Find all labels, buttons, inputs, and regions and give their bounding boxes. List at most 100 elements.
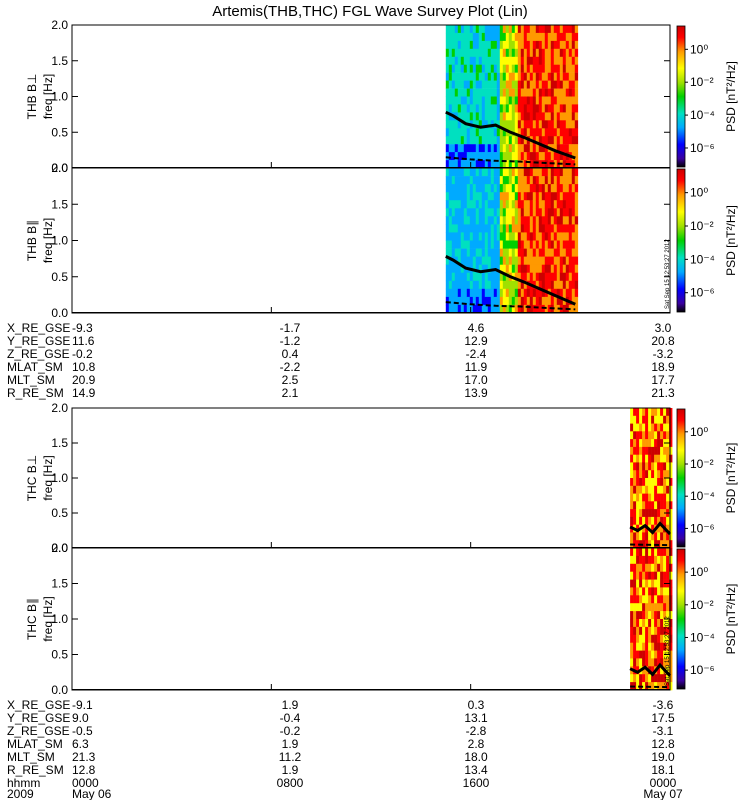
spectrogram-cell xyxy=(448,192,453,201)
spectrogram-cell xyxy=(535,88,540,97)
spectrogram-cell xyxy=(562,48,567,57)
spectrogram-cell xyxy=(463,296,468,306)
spectrogram-cell xyxy=(529,144,534,153)
spectrogram-cell xyxy=(532,248,537,257)
spectrogram-cell xyxy=(448,104,453,113)
spectrogram-cell xyxy=(651,478,655,487)
spectrogram-cell xyxy=(562,112,567,121)
spectrogram-cell xyxy=(648,532,652,541)
spectrogram-cell xyxy=(574,88,579,97)
spectrogram-cell xyxy=(633,485,637,494)
spectrogram-cell xyxy=(448,120,453,129)
spectrogram-cell xyxy=(639,501,643,510)
spectrogram-cell xyxy=(541,256,546,265)
spectrogram-cell xyxy=(544,168,549,177)
spectrogram-cell xyxy=(493,48,498,57)
spectrogram-cell xyxy=(526,56,531,65)
spectrogram-cell xyxy=(553,280,558,290)
spectrogram-cell xyxy=(445,160,450,169)
spectrogram-cell xyxy=(666,634,670,643)
spectrogram-cell xyxy=(550,48,555,57)
spectrogram-cell xyxy=(469,256,474,265)
spectrogram-cell xyxy=(550,88,555,97)
spectrogram-cell xyxy=(565,88,570,97)
spectrogram-cell xyxy=(508,216,513,225)
spectrogram-cell xyxy=(457,136,462,145)
spectrogram-cell xyxy=(448,32,453,42)
orbit-value: 12.8 xyxy=(72,763,96,777)
spectrogram-cell xyxy=(538,176,543,185)
spectrogram-cell xyxy=(520,96,525,105)
spectrogram-cell xyxy=(574,64,579,73)
spectrogram-cell xyxy=(511,232,516,241)
spectrogram-cell xyxy=(535,32,540,42)
spectrogram-cell xyxy=(574,40,579,50)
spectrogram-cell xyxy=(475,184,480,193)
spectrogram-cell xyxy=(565,64,570,73)
y-tick-label: 2.0 xyxy=(51,161,68,175)
spectrogram-cell xyxy=(499,200,504,209)
spectrogram-cell xyxy=(547,80,552,89)
spectrogram-cell xyxy=(496,232,501,241)
spectrogram-cell xyxy=(669,658,673,667)
spectrogram-cell xyxy=(663,555,667,565)
spectrogram-cell xyxy=(517,104,522,113)
spectrogram-cell xyxy=(454,200,459,209)
spectrogram-cell xyxy=(496,160,501,169)
spectrogram-cell xyxy=(651,493,655,502)
spectrogram-cell xyxy=(565,280,570,290)
spectrogram-cell xyxy=(520,64,525,73)
spectrogram-cell xyxy=(571,192,576,201)
spectrogram-cell xyxy=(571,56,576,65)
spectrogram-cell xyxy=(457,152,462,161)
spectrogram-cell xyxy=(550,192,555,201)
spectrogram-cell xyxy=(448,80,453,89)
spectrogram-cell xyxy=(657,642,661,651)
spectrogram-cell xyxy=(502,232,507,241)
spectrogram-cell xyxy=(526,144,531,153)
spectrogram-cell xyxy=(448,40,453,50)
spectrogram-cell xyxy=(657,563,661,572)
spectrogram-cell xyxy=(484,200,489,209)
spectrogram-cell xyxy=(445,176,450,185)
spectrogram-cell xyxy=(666,540,670,549)
spectrogram-cell xyxy=(547,25,552,34)
spectrogram-cell xyxy=(642,674,646,683)
colorbar-tick-label: 10⁻⁴ xyxy=(690,489,715,503)
spectrogram-cell xyxy=(565,96,570,105)
spectrogram-cell xyxy=(529,288,534,298)
spectrogram-cell xyxy=(574,136,579,145)
spectrogram-cell xyxy=(535,104,540,113)
spectrogram-cell xyxy=(532,240,537,249)
spectrogram-cell xyxy=(645,611,649,620)
spectrogram-cell xyxy=(490,48,495,57)
spectrogram-cell xyxy=(559,104,564,113)
spectrogram-cell xyxy=(574,144,579,153)
spectrogram-cell xyxy=(490,80,495,89)
spectrogram-cell xyxy=(505,216,510,225)
spectrogram-cell xyxy=(481,32,486,42)
spectrogram-cell xyxy=(526,32,531,42)
spectrogram-cell xyxy=(544,48,549,57)
spectrogram-cell xyxy=(553,216,558,225)
spectrogram-cell xyxy=(496,48,501,57)
spectrogram-cell xyxy=(648,501,652,510)
spectrogram-cell xyxy=(553,96,558,105)
spectrogram-cell xyxy=(633,579,637,588)
spectrogram-cell xyxy=(448,200,453,209)
spectrogram-cell xyxy=(645,485,649,494)
spectrogram-cell xyxy=(499,72,504,81)
spectrogram-cell xyxy=(639,454,643,463)
spectrogram-cell xyxy=(466,80,471,89)
spectrogram-cell xyxy=(574,272,579,282)
spectrogram-cell xyxy=(523,192,528,201)
spectrogram-cell xyxy=(463,168,468,177)
spectrogram-cell xyxy=(526,168,531,177)
spectrogram-cell xyxy=(463,40,468,50)
spectrogram-cell xyxy=(493,56,498,65)
spectrogram-cell xyxy=(574,72,579,81)
spectrogram-cell xyxy=(502,256,507,265)
orbit-value: 0.3 xyxy=(468,698,485,712)
spectrogram-cell xyxy=(532,256,537,265)
spectrogram-cell xyxy=(553,176,558,185)
